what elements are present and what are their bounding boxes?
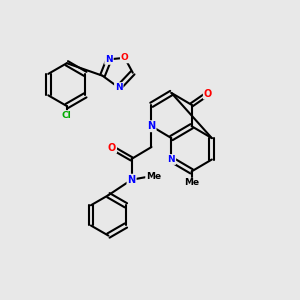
Text: O: O (121, 53, 129, 62)
Text: Me: Me (184, 178, 199, 187)
Text: Me: Me (146, 172, 161, 181)
Text: N: N (128, 175, 136, 185)
Text: Cl: Cl (62, 111, 72, 120)
Text: O: O (204, 88, 212, 98)
Text: N: N (147, 121, 155, 131)
Text: O: O (108, 142, 116, 153)
Text: N: N (105, 55, 113, 64)
Text: N: N (168, 155, 175, 164)
Text: N: N (115, 83, 123, 92)
